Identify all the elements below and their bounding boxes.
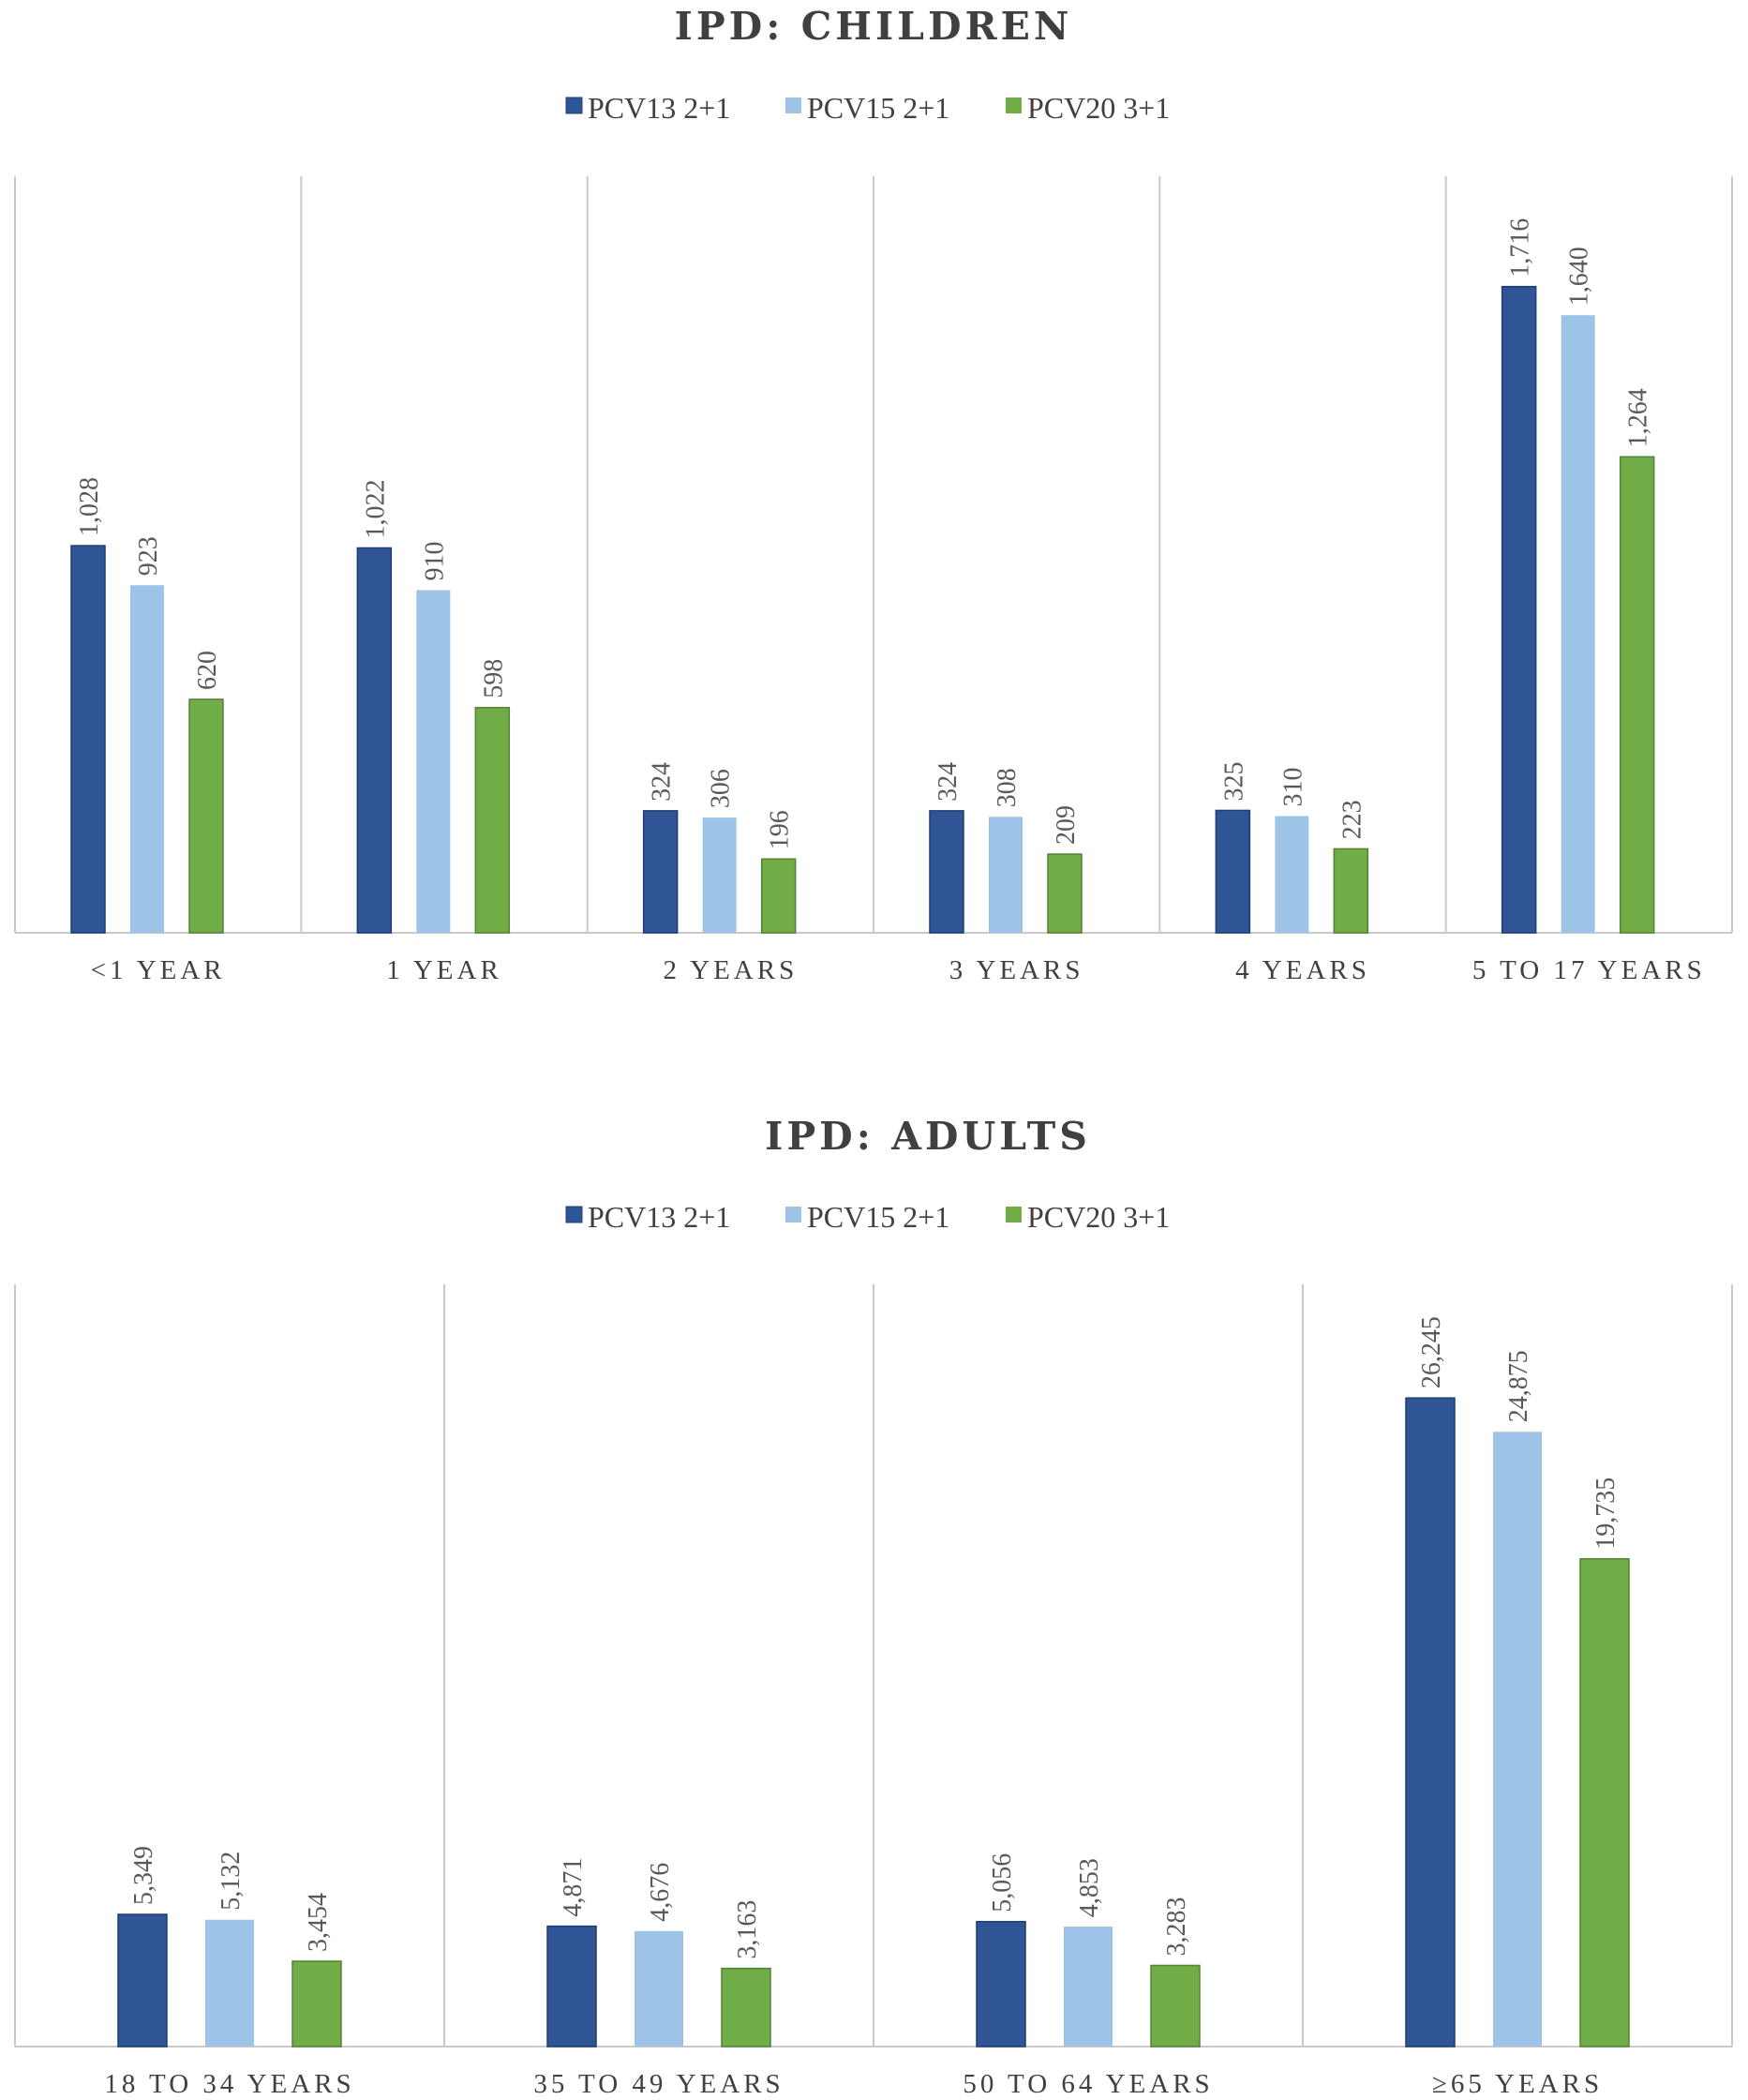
legend-item: PCV20 3+1 [1006,1200,1170,1234]
data-label: 3,283 [1162,1897,1191,1956]
category-label: 1 YEAR [386,955,502,985]
legend-swatch [565,1206,583,1223]
category-label: <1 YEAR [91,955,226,985]
bar [546,1925,597,2048]
data-label: 324 [648,762,677,802]
legend-label: PCV20 3+1 [1027,1200,1170,1234]
data-label: 620 [193,651,222,690]
adults-chart: IPD: ADULTS PCV13 2+1 PCV15 2+1 PCV20 3+… [14,1114,1733,2099]
plot-area: 1,028 923 620 <1 YEAR 1,022 910 598 1 YEAR 324 30… [14,176,1733,985]
bar [1333,848,1369,934]
category-label: 35 TO 49 YEARS [533,2069,784,2099]
data-label: 910 [420,541,449,580]
data-label: 5,349 [129,1846,158,1905]
category-label: 4 YEARS [1235,955,1370,985]
bar [989,817,1023,933]
bar [70,545,106,934]
bar [1150,1964,1201,2048]
bar [1215,809,1251,934]
chart-title: IPD: CHILDREN [675,4,1073,49]
category-label: 5 TO 17 YEARS [1472,955,1706,985]
data-label: 324 [934,762,963,802]
legend-label: PCV13 2+1 [588,1200,730,1234]
data-label: 4,871 [559,1858,588,1917]
data-label: 598 [479,659,508,698]
legend: PCV13 2+1 PCV15 2+1 PCV20 3+1 [565,91,1170,125]
data-label: 1,022 [361,479,390,538]
data-label: 325 [1219,761,1248,801]
bar [416,590,451,933]
category-label: ≥65 YEARS [1432,2069,1603,2099]
data-label: 5,132 [217,1852,246,1911]
chart-title: IPD: ADULTS [765,1114,1091,1159]
children-chart: IPD: CHILDREN PCV13 2+1 PCV15 2+1 PCV20 … [14,4,1733,985]
legend-item: PCV13 2+1 [565,91,730,125]
category-label: 18 TO 34 YEARS [104,2069,354,2099]
legend: PCV13 2+1 PCV15 2+1 PCV20 3+1 [565,1200,1170,1234]
legend-swatch [565,97,583,114]
data-label: 5,056 [988,1853,1017,1912]
legend-item: PCV15 2+1 [785,91,949,125]
category-label: 50 TO 64 YEARS [963,2069,1213,2099]
bar [474,707,511,934]
bar [760,858,797,934]
bar [291,1960,342,2048]
bar [721,1967,771,2048]
data-label: 24,875 [1504,1350,1533,1422]
data-label: 310 [1278,767,1307,806]
data-label: 26,245 [1417,1316,1446,1388]
data-label: 19,735 [1591,1478,1621,1550]
data-label: 3,454 [304,1893,333,1952]
data-label: 209 [1052,805,1081,845]
data-label: 923 [134,536,163,576]
bar [1405,1397,1456,2048]
legend-swatch [785,98,801,113]
bar [1047,853,1083,934]
bar [117,1913,168,2048]
category-label: 3 YEARS [949,955,1084,985]
bar [929,810,964,934]
bar [702,818,737,933]
data-label: 4,676 [646,1863,675,1922]
legend-label: PCV20 3+1 [1027,91,1170,125]
data-label: 223 [1337,800,1367,839]
category-label: 2 YEARS [663,955,798,985]
bar [976,1920,1026,2048]
bar [1561,315,1595,933]
data-label: 1,028 [75,477,104,536]
legend-swatch [1006,1207,1022,1222]
bar [130,585,164,933]
legend-swatch [1006,98,1022,113]
bar [1275,816,1309,933]
bar [188,698,224,934]
bar [1493,1432,1542,2047]
data-label: 306 [707,769,736,808]
data-label: 196 [766,810,795,849]
legend-label: PCV13 2+1 [588,91,730,125]
data-label: 308 [993,768,1022,807]
data-label: 4,853 [1075,1858,1104,1917]
legend-item: PCV15 2+1 [785,1200,949,1234]
legend-label: PCV15 2+1 [807,1200,949,1234]
data-label: 3,163 [733,1900,762,1959]
legend-swatch [785,1207,801,1222]
legend-label: PCV15 2+1 [807,91,949,125]
legend-item: PCV13 2+1 [565,1200,730,1234]
bar [1064,1927,1113,2047]
data-label: 1,640 [1565,247,1594,306]
data-label: 1,716 [1506,218,1535,278]
bar [356,547,393,934]
bar [1619,456,1655,934]
bar [1501,285,1537,934]
plot-area: 5,349 5,132 3,454 18 TO 34 YEARS 4,871 4,676 3… [14,1284,1733,2099]
legend-item: PCV20 3+1 [1006,91,1170,125]
data-label: 1,264 [1624,388,1653,447]
bar [205,1919,254,2047]
bar [642,810,679,934]
bar [1579,1558,1630,2048]
bar [635,1930,683,2047]
